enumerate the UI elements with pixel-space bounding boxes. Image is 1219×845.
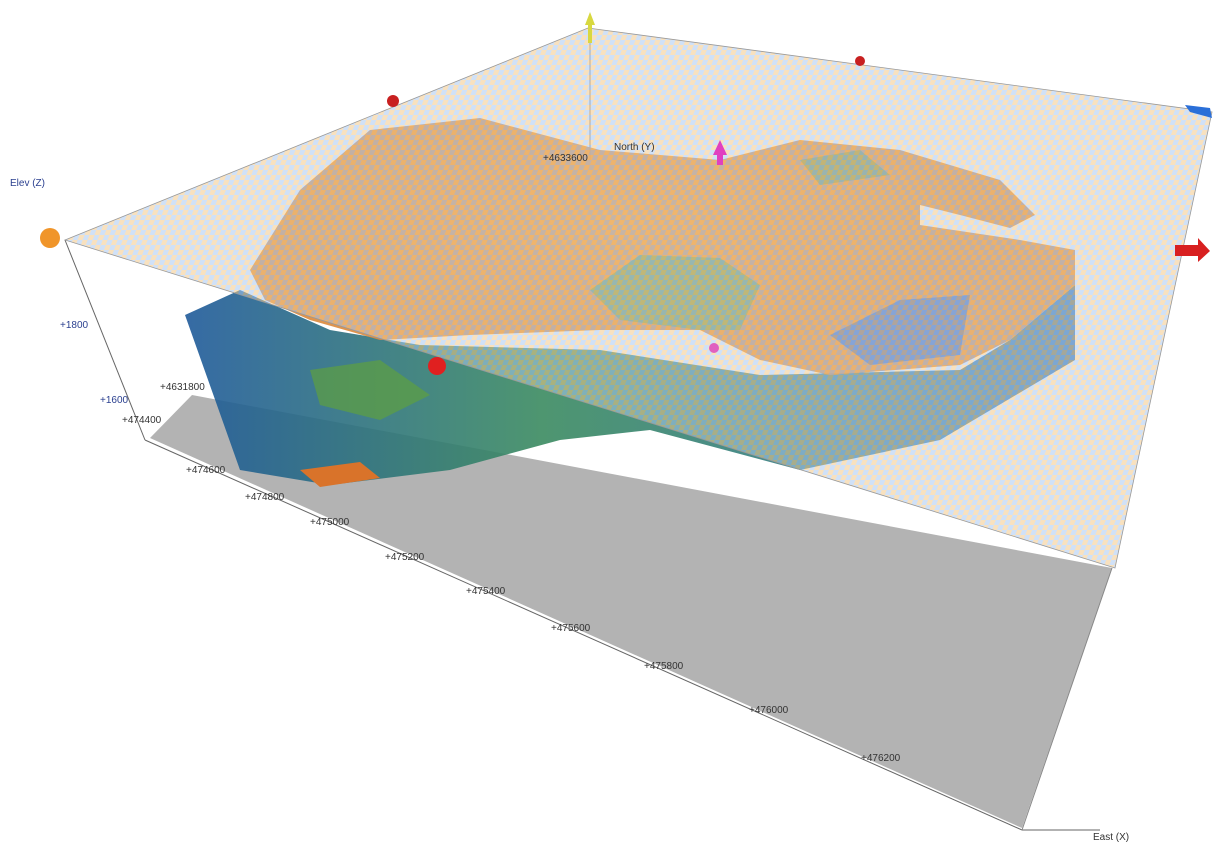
handle[interactable]: [585, 12, 595, 43]
tick-label: +474800: [245, 492, 285, 503]
tick-label: +476000: [749, 705, 789, 716]
axis-title: East (X): [1093, 832, 1129, 843]
tick-label: +1800: [60, 320, 89, 331]
handle[interactable]: [855, 56, 865, 66]
tick-label: +4631800: [160, 382, 205, 393]
handle[interactable]: [1175, 238, 1210, 262]
section-plane: [65, 28, 1212, 568]
elev-axis: [64, 239, 146, 441]
handle[interactable]: [1185, 105, 1212, 118]
tick-label: +474600: [186, 465, 226, 476]
tick-label: +4633600: [543, 153, 588, 164]
axis-title: North (Y): [614, 142, 655, 153]
axis-line: [1021, 567, 1113, 831]
block-detail: [310, 360, 430, 420]
tick-label: +475200: [385, 552, 425, 563]
tick-label: +475800: [644, 661, 684, 672]
tick-label: +476200: [861, 753, 901, 764]
handle[interactable]: [709, 343, 719, 353]
handle[interactable]: [387, 95, 399, 107]
floor: [150, 395, 1112, 828]
east-ticks: +474400 +474600 +474800 +475000 +475200 +4754…: [122, 415, 901, 764]
tick-label: +474400: [122, 415, 162, 426]
axis-title: Elev (Z): [10, 178, 45, 189]
handles[interactable]: [40, 12, 1212, 375]
handle[interactable]: [713, 140, 727, 165]
block-detail: [300, 462, 380, 487]
tick-label: +475400: [466, 586, 506, 597]
plane-edge: [63, 27, 1213, 569]
east-axis: [144, 439, 1023, 831]
handle[interactable]: [428, 357, 446, 375]
tick-label: +475000: [310, 517, 350, 528]
tick-label: +1600: [100, 395, 129, 406]
handle[interactable]: [40, 228, 60, 248]
tick-label: +475600: [551, 623, 591, 634]
